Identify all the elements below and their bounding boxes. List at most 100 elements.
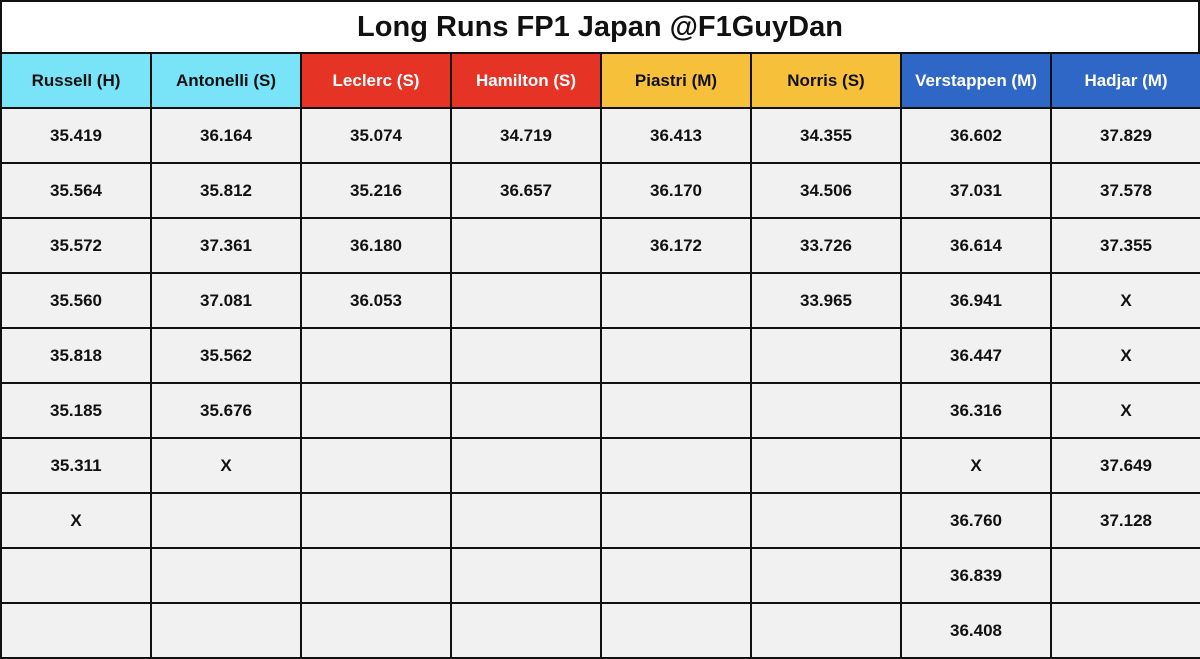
lap-time-cell [600, 272, 752, 329]
lap-time-cell: 35.564 [0, 162, 152, 219]
lap-time-cell [750, 492, 902, 549]
lap-time-cell: 34.719 [450, 107, 602, 164]
lap-time-cell: X [150, 437, 302, 494]
lap-time-cell [450, 437, 602, 494]
lap-time-cell: 35.812 [150, 162, 302, 219]
table-row: 35.185 35.676 36.316 X [0, 382, 1200, 439]
lap-time-cell: 35.562 [150, 327, 302, 384]
lap-time-cell: 36.839 [900, 547, 1052, 604]
lap-time-cell: 37.031 [900, 162, 1052, 219]
lap-time-cell: 33.726 [750, 217, 902, 274]
lap-time-cell [300, 602, 452, 659]
table-row: 35.311 X X 37.649 [0, 437, 1200, 494]
table-row: 36.839 [0, 547, 1200, 604]
column-header-antonelli: Antonelli (S) [150, 52, 302, 109]
lap-time-cell [450, 217, 602, 274]
lap-time-cell: X [1050, 327, 1200, 384]
lap-time-cell: 35.676 [150, 382, 302, 439]
lap-time-cell: 35.419 [0, 107, 152, 164]
column-header-verstappen: Verstappen (M) [900, 52, 1052, 109]
lap-time-cell: 35.185 [0, 382, 152, 439]
page-title: Long Runs FP1 Japan @F1GuyDan [0, 0, 1200, 52]
lap-time-cell: 34.506 [750, 162, 902, 219]
lap-time-cell: 37.829 [1050, 107, 1200, 164]
lap-time-cell [150, 492, 302, 549]
lap-time-cell [600, 437, 752, 494]
column-header-russell: Russell (H) [0, 52, 152, 109]
lap-time-cell [600, 492, 752, 549]
lap-time-cell [600, 382, 752, 439]
column-header-hamilton: Hamilton (S) [450, 52, 602, 109]
lap-time-cell [750, 547, 902, 604]
lap-times-table: Russell (H) Antonelli (S) Leclerc (S) Hamil… [0, 52, 1200, 659]
lap-time-cell [750, 327, 902, 384]
lap-time-cell [450, 547, 602, 604]
lap-time-cell: 37.649 [1050, 437, 1200, 494]
lap-time-cell: 36.447 [900, 327, 1052, 384]
table-row: 35.564 35.812 35.216 36.657 36.170 34.506 37.0… [0, 162, 1200, 219]
lap-time-cell [600, 327, 752, 384]
lap-time-cell: 36.164 [150, 107, 302, 164]
lap-time-cell: 37.361 [150, 217, 302, 274]
lap-time-cell [750, 602, 902, 659]
column-header-hadjar: Hadjar (M) [1050, 52, 1200, 109]
lap-time-cell: X [1050, 272, 1200, 329]
table-header: Russell (H) Antonelli (S) Leclerc (S) Hamil… [0, 52, 1200, 109]
lap-time-cell: 36.170 [600, 162, 752, 219]
lap-time-cell [300, 327, 452, 384]
lap-time-cell [0, 547, 152, 604]
lap-time-cell [450, 327, 602, 384]
lap-time-cell [1050, 547, 1200, 604]
lap-time-cell: 36.316 [900, 382, 1052, 439]
lap-time-cell: 36.053 [300, 272, 452, 329]
lap-time-cell [300, 382, 452, 439]
lap-time-cell: 36.180 [300, 217, 452, 274]
lap-time-cell [300, 437, 452, 494]
lap-time-cell: 36.760 [900, 492, 1052, 549]
table-row: 36.408 [0, 602, 1200, 659]
lap-time-cell [600, 547, 752, 604]
lap-time-cell: 36.413 [600, 107, 752, 164]
lap-time-cell: X [1050, 382, 1200, 439]
lap-time-cell: 36.408 [900, 602, 1052, 659]
lap-time-cell: 36.657 [450, 162, 602, 219]
table-row: 35.572 37.361 36.180 36.172 33.726 36.614 37.3… [0, 217, 1200, 274]
lap-time-cell [750, 382, 902, 439]
lap-time-cell: 36.602 [900, 107, 1052, 164]
lap-time-cell [150, 602, 302, 659]
lap-time-cell: 35.074 [300, 107, 452, 164]
lap-time-cell [450, 272, 602, 329]
lap-time-cell: 35.311 [0, 437, 152, 494]
header-row: Russell (H) Antonelli (S) Leclerc (S) Hamil… [0, 52, 1200, 109]
lap-time-cell: 37.355 [1050, 217, 1200, 274]
lap-time-cell: 35.818 [0, 327, 152, 384]
lap-time-cell [450, 492, 602, 549]
table-row: 35.560 37.081 36.053 33.965 36.941 X [0, 272, 1200, 329]
lap-time-cell: 36.172 [600, 217, 752, 274]
table-row: 35.419 36.164 35.074 34.719 36.413 34.355 36.6… [0, 107, 1200, 164]
table-body: 35.419 36.164 35.074 34.719 36.413 34.355 36.6… [0, 107, 1200, 659]
lap-time-cell [0, 602, 152, 659]
lap-time-cell: 36.614 [900, 217, 1052, 274]
table-row: 35.818 35.562 36.447 X [0, 327, 1200, 384]
lap-time-cell [600, 602, 752, 659]
lap-time-cell [450, 382, 602, 439]
column-header-piastri: Piastri (M) [600, 52, 752, 109]
lap-time-cell: 35.572 [0, 217, 152, 274]
lap-time-cell [1050, 602, 1200, 659]
lap-time-cell: X [0, 492, 152, 549]
lap-time-cell: 35.216 [300, 162, 452, 219]
lap-time-cell: 37.578 [1050, 162, 1200, 219]
lap-time-cell [300, 547, 452, 604]
lap-time-cell: 33.965 [750, 272, 902, 329]
lap-time-cell: X [900, 437, 1052, 494]
lap-time-cell [750, 437, 902, 494]
lap-time-cell: 36.941 [900, 272, 1052, 329]
lap-time-cell: 37.081 [150, 272, 302, 329]
column-header-leclerc: Leclerc (S) [300, 52, 452, 109]
lap-time-cell [150, 547, 302, 604]
column-header-norris: Norris (S) [750, 52, 902, 109]
lap-time-cell: 35.560 [0, 272, 152, 329]
lap-time-cell [450, 602, 602, 659]
